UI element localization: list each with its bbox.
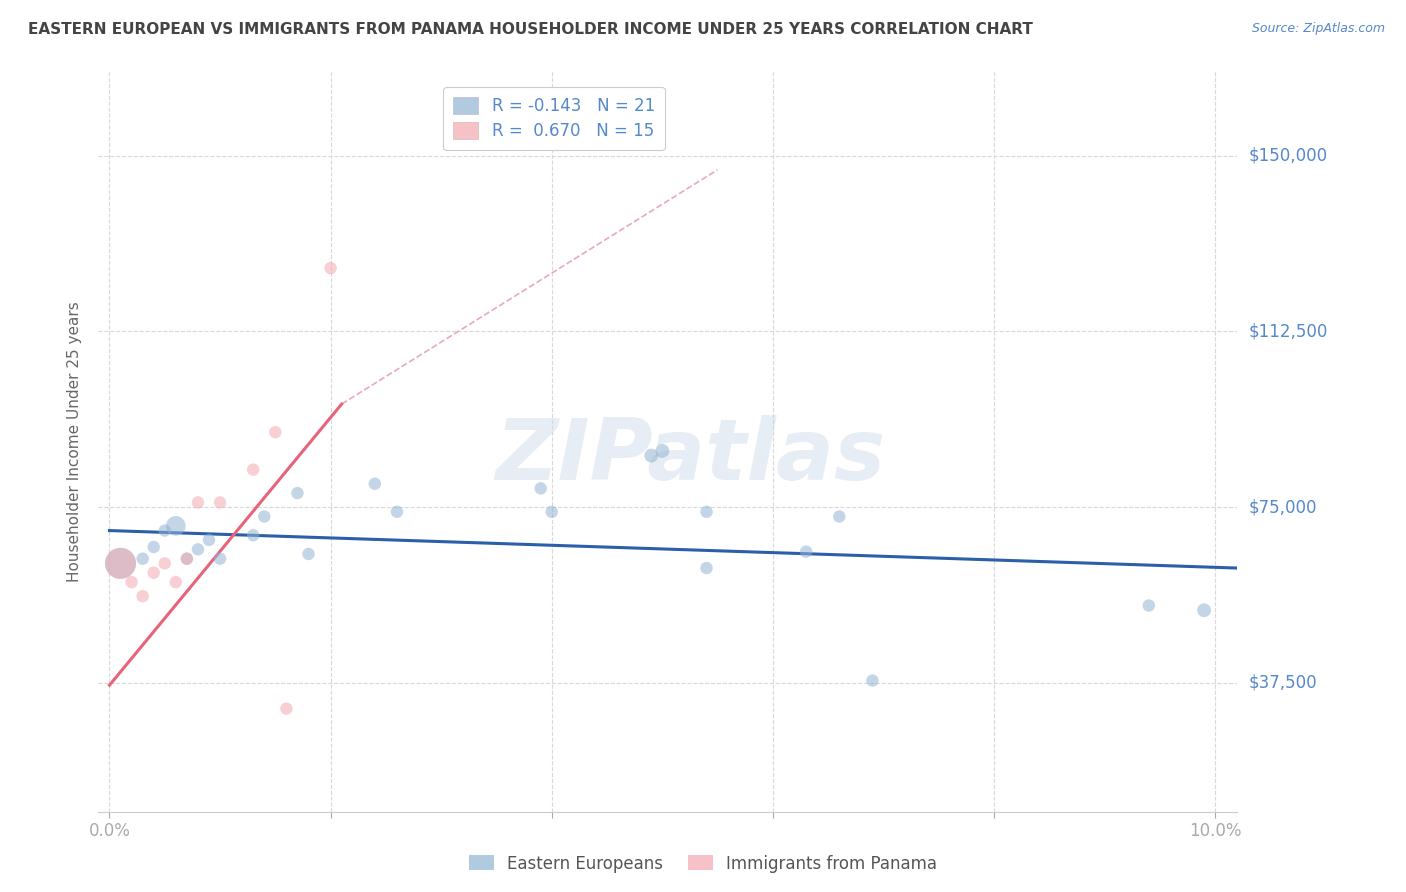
Point — [209, 495, 232, 509]
Point — [1137, 599, 1160, 613]
Point — [640, 449, 662, 463]
Text: $75,000: $75,000 — [1249, 498, 1317, 516]
Point — [209, 551, 232, 566]
Point — [142, 566, 165, 580]
Point — [651, 444, 673, 458]
Text: $150,000: $150,000 — [1249, 146, 1327, 165]
Point — [860, 673, 883, 688]
Text: Source: ZipAtlas.com: Source: ZipAtlas.com — [1251, 22, 1385, 36]
Text: ZIPatlas: ZIPatlas — [495, 415, 886, 498]
Y-axis label: Householder Income Under 25 years: Householder Income Under 25 years — [67, 301, 83, 582]
Point — [176, 551, 198, 566]
Text: EASTERN EUROPEAN VS IMMIGRANTS FROM PANAMA HOUSEHOLDER INCOME UNDER 25 YEARS COR: EASTERN EUROPEAN VS IMMIGRANTS FROM PANA… — [28, 22, 1033, 37]
Point — [319, 261, 342, 276]
Point — [364, 476, 387, 491]
Point — [121, 575, 143, 590]
Point — [540, 505, 562, 519]
Point — [131, 551, 153, 566]
Point — [696, 561, 718, 575]
Point — [198, 533, 221, 547]
Point — [187, 495, 209, 509]
Point — [530, 482, 553, 496]
Point — [253, 509, 276, 524]
Point — [385, 505, 408, 519]
Text: $112,500: $112,500 — [1249, 322, 1327, 341]
Point — [110, 557, 132, 571]
Point — [165, 575, 187, 590]
Point — [142, 540, 165, 554]
Point — [276, 701, 298, 715]
Point — [1192, 603, 1215, 617]
Point — [287, 486, 309, 500]
Point — [187, 542, 209, 557]
Point — [242, 528, 264, 542]
Legend: R = -0.143   N = 21, R =  0.670   N = 15: R = -0.143 N = 21, R = 0.670 N = 15 — [443, 87, 665, 150]
Point — [297, 547, 319, 561]
Point — [131, 589, 153, 603]
Point — [794, 544, 817, 558]
Point — [264, 425, 287, 439]
Point — [242, 463, 264, 477]
Point — [165, 519, 187, 533]
Point — [176, 551, 198, 566]
Text: $37,500: $37,500 — [1249, 673, 1317, 692]
Point — [110, 557, 132, 571]
Point — [153, 557, 176, 571]
Point — [828, 509, 851, 524]
Point — [153, 524, 176, 538]
Legend: Eastern Europeans, Immigrants from Panama: Eastern Europeans, Immigrants from Panam… — [463, 848, 943, 880]
Point — [696, 505, 718, 519]
